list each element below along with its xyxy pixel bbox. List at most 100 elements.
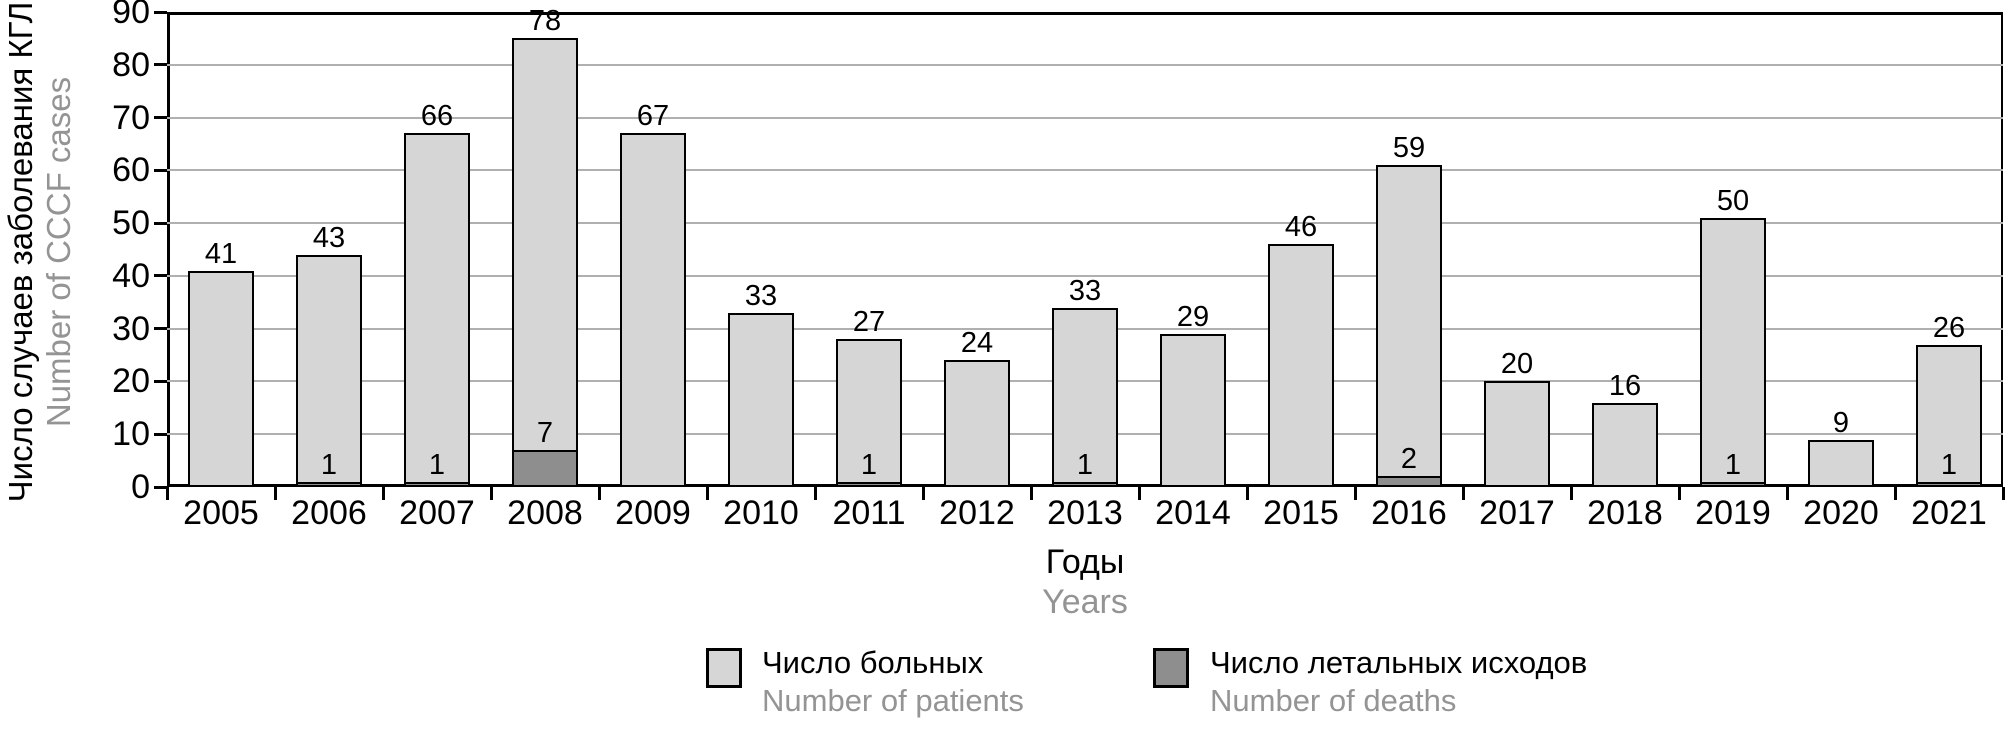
legend-swatch-patients [706,648,742,688]
legend-entry-patients: Число больных Number of patients [762,644,1024,720]
patient-value-label-2018: 16 [1608,369,1642,402]
legend-entry-deaths: Число летальных исходов Number of deaths [1210,644,1587,720]
death-value-label-2019: 1 [1724,448,1742,481]
patient-value-label-2015: 46 [1284,211,1318,244]
bar-patients-2019 [1700,217,1766,487]
patient-value-label-2019: 50 [1716,184,1750,217]
x-axis-title: Годы Years [885,542,1285,622]
patient-value-label-2012: 24 [960,327,994,360]
y-tick-0 [154,485,167,489]
x-tick-4 [597,487,601,500]
x-tick-16 [1893,487,1897,500]
x-tick-2 [381,487,385,500]
x-tick-label-2016: 2016 [1371,494,1447,532]
death-value-label-2008: 7 [536,417,554,450]
y-tick-label-80: 80 [112,45,150,84]
patient-value-label-2009: 67 [636,100,670,133]
y-tick-70 [154,116,167,120]
y-tick-label-10: 10 [112,415,150,454]
death-value-label-2016: 2 [1400,443,1418,476]
y-tick-10 [154,432,167,436]
x-tick-label-2006: 2006 [291,494,367,532]
gridline-70 [167,116,2003,119]
x-tick-11 [1353,487,1357,500]
gridline-40 [167,274,2003,277]
bar-patients-2015 [1268,244,1334,487]
x-tick-14 [1677,487,1681,500]
patient-value-label-2016: 59 [1392,132,1426,165]
y-tick-label-40: 40 [112,256,150,295]
y-tick-label-30: 30 [112,309,150,348]
x-tick-7 [921,487,925,500]
x-tick-15 [1785,487,1789,500]
x-tick-label-2011: 2011 [832,494,906,532]
x-tick-label-2005: 2005 [183,494,259,532]
patient-value-label-2010: 33 [744,279,778,312]
patient-value-label-2014: 29 [1176,300,1210,333]
death-value-label-2021: 1 [1940,448,1958,481]
y-tick-30 [154,327,167,331]
death-value-label-2011: 1 [860,448,878,481]
x-tick-label-2020: 2020 [1803,494,1879,532]
bar-patients-2018 [1592,402,1658,487]
x-tick-label-2017: 2017 [1479,494,1555,532]
y-axis-title: Число случаев заболевания КГЛ Number of … [2,0,82,562]
x-tick-label-2008: 2008 [507,494,583,532]
x-tick-label-2014: 2014 [1155,494,1231,532]
x-tick-5 [705,487,709,500]
bar-patients-2008 [512,38,578,487]
y-tick-label-0: 0 [131,468,150,506]
x-axis-title-ru: Годы [1045,543,1125,581]
gridline-80 [167,63,2003,66]
x-tick-3 [489,487,493,500]
death-value-label-2013: 1 [1076,448,1094,481]
bar-deaths-2008 [512,450,578,487]
y-tick-20 [154,379,167,383]
y-tick-60 [154,168,167,172]
bar-patients-2021 [1916,344,1982,487]
gridline-60 [167,169,2003,172]
bar-deaths-2006 [296,481,362,487]
x-tick-1 [273,487,277,500]
x-tick-label-2007: 2007 [399,494,475,532]
bar-deaths-2011 [836,481,902,487]
y-axis-title-en: Number of CCCF cases [40,76,77,428]
patient-value-label-2021: 26 [1932,311,1966,344]
x-tick-6 [813,487,817,500]
x-tick-label-2018: 2018 [1587,494,1663,532]
x-tick-9 [1137,487,1141,500]
bar-patients-2013 [1052,307,1118,487]
x-tick-17 [2001,487,2005,500]
y-tick-40 [154,274,167,278]
y-tick-label-70: 70 [112,98,150,137]
bar-patients-2020 [1808,439,1874,487]
y-tick-label-50: 50 [112,204,150,243]
bar-patients-2009 [620,133,686,487]
x-tick-label-2021: 2021 [1911,494,1987,532]
patient-value-label-2017: 20 [1500,348,1534,381]
patient-value-label-2011: 27 [852,306,886,339]
x-tick-label-2019: 2019 [1695,494,1771,532]
bar-deaths-2019 [1700,481,1766,487]
y-tick-label-20: 20 [112,362,150,401]
x-tick-label-2015: 2015 [1263,494,1339,532]
legend-patients-en: Number of patients [762,683,1024,718]
bar-patients-2014 [1160,333,1226,487]
bar-patients-2011 [836,339,902,487]
bar-patients-2017 [1484,381,1550,487]
y-tick-50 [154,221,167,225]
bar-patients-2012 [944,360,1010,487]
bar-deaths-2007 [404,481,470,487]
x-tick-label-2013: 2013 [1047,494,1123,532]
y-tick-label-60: 60 [112,151,150,190]
gridline-50 [167,222,2003,225]
y-axis-title-ru: Число случаев заболевания КГЛ [2,1,39,503]
y-tick-80 [154,63,167,67]
bar-patients-2016 [1376,165,1442,487]
x-tick-0 [165,487,169,500]
legend-patients-ru: Число больных [762,645,984,680]
x-axis-title-en: Years [1042,583,1128,621]
x-tick-label-2009: 2009 [615,494,691,532]
bar-patients-2007 [404,133,470,487]
x-tick-10 [1245,487,1249,500]
